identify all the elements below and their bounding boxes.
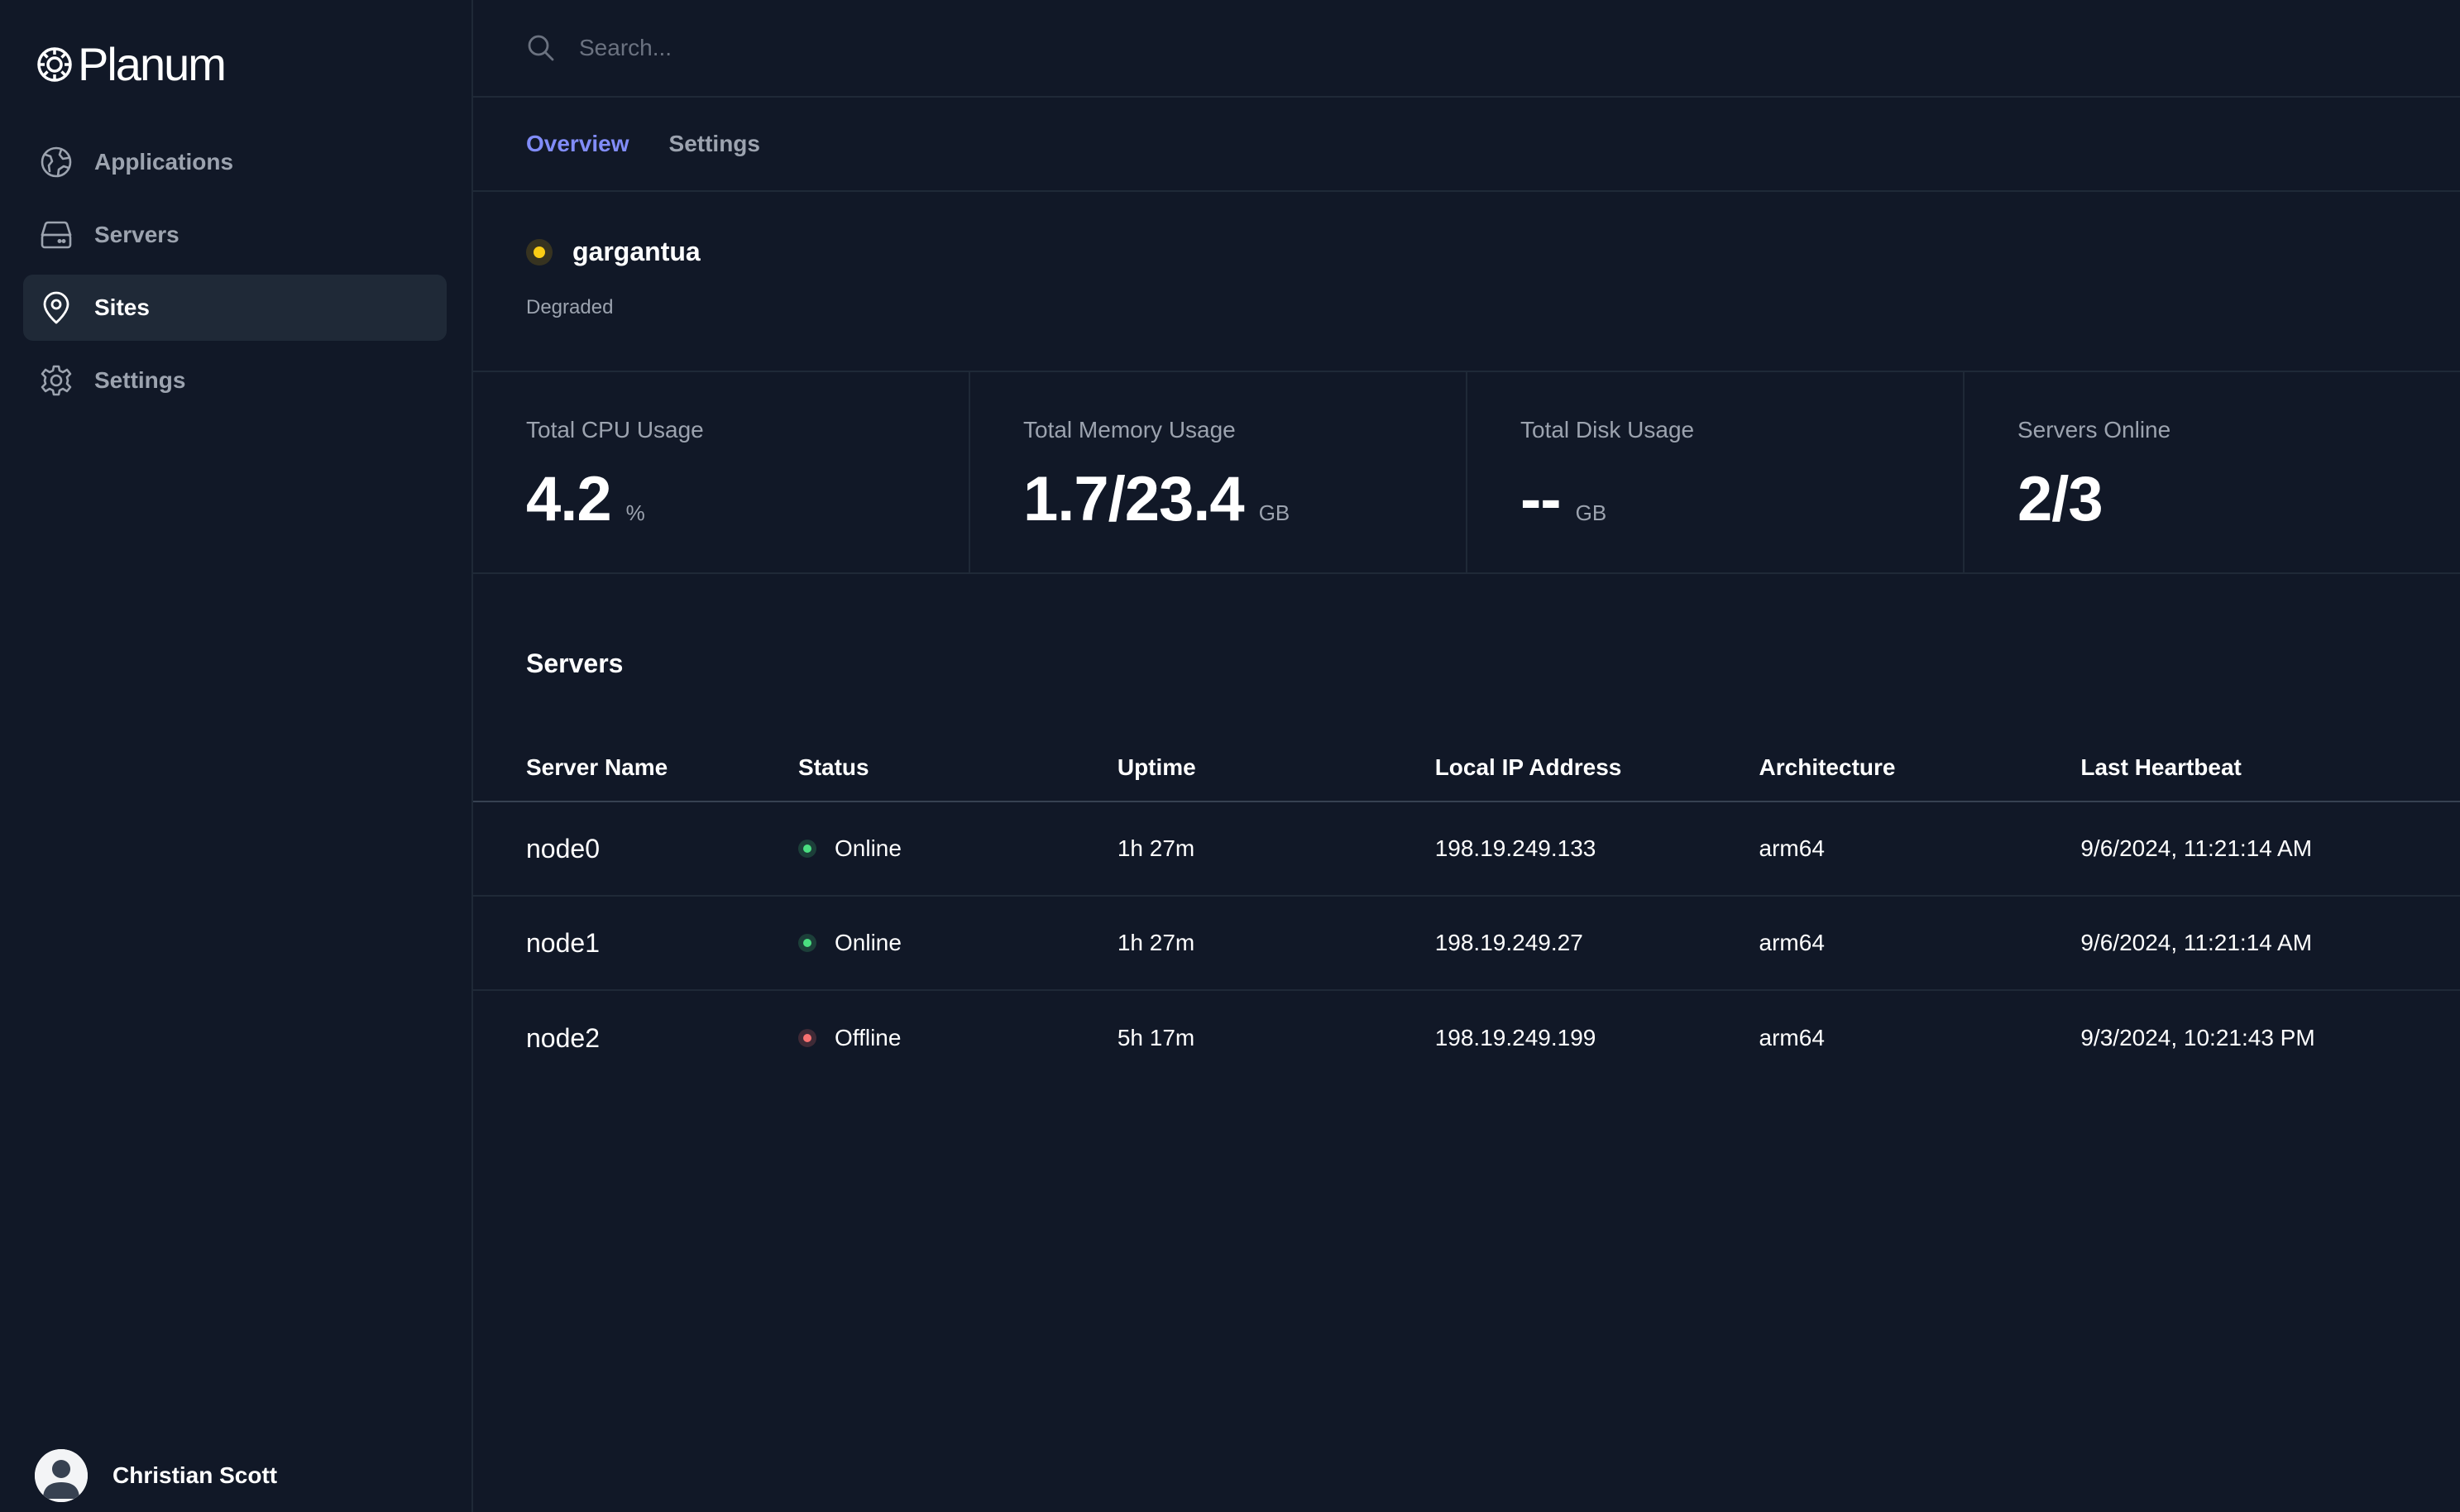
stat-unit: % [625,500,645,525]
server-status: Online [798,835,1118,862]
search-bar [473,0,2460,98]
table-row[interactable]: node0 Online 1h 27m 198.19.249.133 arm64… [473,802,2460,897]
server-uptime: 5h 17m [1117,1025,1195,1050]
stat-cpu-usage: Total CPU Usage 4.2 % [473,372,970,572]
stat-label: Total Disk Usage [1520,417,1695,443]
sidebar-item-label: Servers [94,222,179,247]
stat-servers-online: Servers Online 2/3 [1965,372,2460,572]
online-status-dot [798,840,817,858]
server-heartbeat: 9/3/2024, 10:21:43 PM [2080,1025,2315,1050]
server-heartbeat: 9/6/2024, 11:21:14 AM [2080,835,2313,861]
map-pin-icon [43,291,69,324]
stat-value: -- [1520,464,1562,534]
stat-unit: GB [1575,500,1607,525]
search-input[interactable] [579,35,1323,61]
column-header: Local IP Address [1434,754,1622,780]
site-status: Degraded [526,296,614,318]
server-status: Offline [798,1025,1118,1051]
column-header: Uptime [1117,754,1196,780]
server-name[interactable]: node1 [526,927,600,958]
stat-value: 2/3 [2017,464,2103,534]
stat-label: Servers Online [2017,417,2171,443]
column-header: Server Name [526,754,668,780]
globe-icon [41,146,72,178]
table-row[interactable]: node1 Online 1h 27m 198.19.249.27 arm64 … [473,897,2460,991]
user-profile[interactable]: Christian Scott [35,1449,277,1502]
server-arch: arm64 [1759,930,1825,955]
server-icon [41,221,72,249]
stat-label: Total Memory Usage [1023,417,1236,443]
sidebar-item-label: Settings [94,367,186,393]
sidebar-item-applications[interactable]: Applications [23,129,447,195]
degraded-status-indicator [526,238,553,266]
tab-overview[interactable]: Overview [526,131,629,156]
site-name: gargantua [572,237,701,266]
sidebar-item-sites[interactable]: Sites [23,275,447,341]
column-header: Last Heartbeat [2080,754,2242,780]
section-title: Servers [526,648,624,678]
server-ip: 198.19.249.27 [1434,930,1583,955]
app-name: Planum [78,38,227,90]
server-uptime: 1h 27m [1117,835,1195,861]
table-header: Server Name Status Uptime Local IP Addre… [473,734,2460,802]
sidebar: Planum Applications [0,0,473,1512]
stat-disk-usage: Total Disk Usage -- GB [1467,372,1965,572]
servers-table: Server Name Status Uptime Local IP Addre… [473,734,2460,1085]
user-avatar-icon [35,1449,88,1502]
server-name[interactable]: node2 [526,1022,600,1053]
status-label: Online [835,930,902,955]
online-status-dot [798,934,817,952]
server-status: Online [798,930,1118,956]
table-row[interactable]: node2 Offline 5h 17m 198.19.249.199 arm6… [473,991,2460,1085]
tab-bar: Overview Settings [473,98,2460,192]
offline-status-dot [798,1029,817,1047]
stat-value: 4.2 [526,464,612,534]
stat-memory-usage: Total Memory Usage 1.7/23.4 GB [970,372,1467,572]
sidebar-item-label: Sites [94,294,150,320]
gear-icon [41,365,72,396]
tab-settings[interactable]: Settings [668,131,760,156]
server-arch: arm64 [1759,1025,1825,1050]
search-icon [528,35,554,61]
sidebar-item-servers[interactable]: Servers [23,202,447,268]
sidebar-nav: Applications Servers Sites [23,129,447,420]
column-header: Architecture [1759,754,1896,780]
planum-logo-icon [37,47,72,82]
column-header: Status [798,754,869,780]
server-ip: 198.19.249.199 [1434,1025,1596,1050]
user-name: Christian Scott [112,1462,278,1488]
stat-label: Total CPU Usage [526,417,704,443]
status-label: Online [835,835,902,861]
stat-unit: GB [1258,500,1290,525]
app-logo[interactable]: Planum [35,38,227,90]
site-header: gargantua Degraded [473,192,2460,372]
sidebar-item-label: Applications [94,149,234,175]
server-arch: arm64 [1759,835,1825,861]
site-title-row: gargantua [526,237,701,267]
server-name[interactable]: node0 [526,833,600,864]
main-content: Overview Settings gargantua Degraded Tot… [473,0,2460,1512]
stat-value: 1.7/23.4 [1023,464,1245,534]
sidebar-item-settings[interactable]: Settings [23,347,447,414]
status-label: Offline [835,1025,902,1050]
server-uptime: 1h 27m [1117,930,1195,955]
server-heartbeat: 9/6/2024, 11:21:14 AM [2080,930,2313,955]
server-ip: 198.19.249.133 [1434,835,1596,861]
stats-row: Total CPU Usage 4.2 % Total Memory Usage… [473,372,2460,574]
